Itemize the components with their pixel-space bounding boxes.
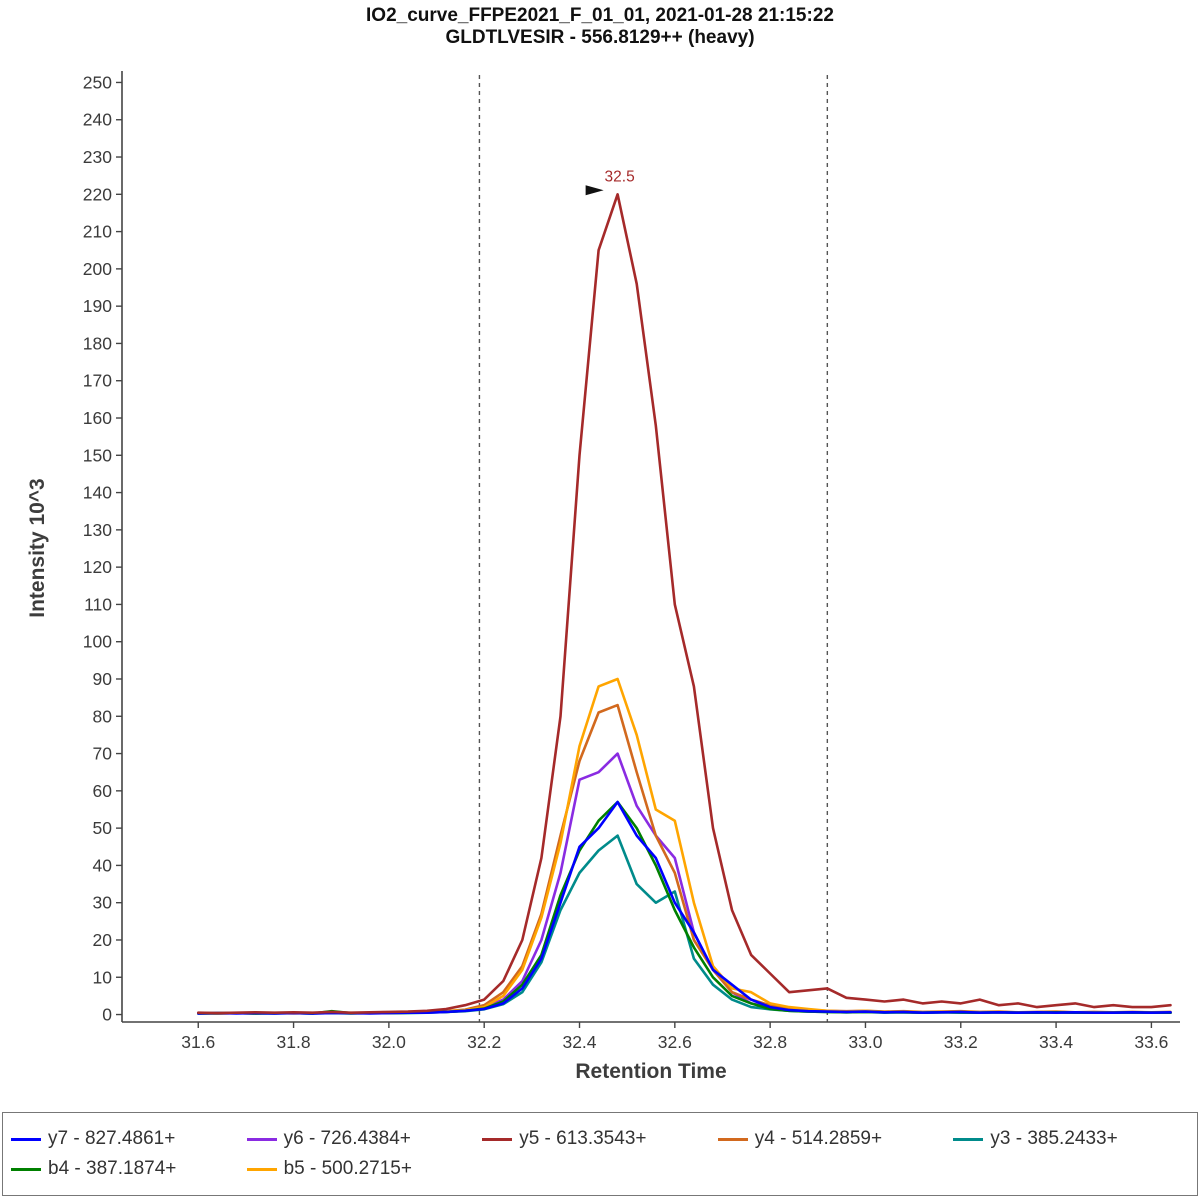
y-tick-label: 150	[83, 445, 112, 465]
peak-annotation[interactable]: 32.5	[605, 168, 635, 185]
x-tick-label: 33.2	[944, 1032, 978, 1052]
x-tick-label: 31.8	[277, 1032, 311, 1052]
x-tick-label: 32.4	[562, 1032, 596, 1052]
chromatogram-plot[interactable]: 0 10 20 30 40 50 60 70 80 90 100 110 120 130 140 150 160…	[0, 0, 1200, 1108]
y-axis-title: Intensity 10^3	[26, 478, 49, 618]
legend-swatch-y6	[246, 1137, 277, 1141]
y-tick-label: 250	[83, 72, 112, 92]
y-tick-label: 20	[93, 930, 113, 950]
legend-label-b5: b5 - 500.2715+	[283, 1158, 412, 1179]
x-tick-label: 32.0	[372, 1032, 406, 1052]
legend-item-y6: y6 - 726.4384+	[246, 1128, 483, 1150]
y-tick-label: 240	[83, 110, 112, 130]
y-tick-label: 80	[93, 706, 113, 726]
legend-item-y7: y7 - 827.4861+	[11, 1128, 247, 1150]
legend-item-b5: b5 - 500.2715+	[246, 1158, 483, 1180]
y-tick-label: 210	[83, 222, 112, 242]
x-tick-label: 32.2	[467, 1032, 501, 1052]
y-tick-label: 50	[93, 818, 113, 838]
legend-swatch-y5	[482, 1137, 513, 1141]
y-tick-label: 230	[83, 147, 112, 167]
y-tick-label: 40	[93, 855, 113, 875]
y-tick-label: 140	[83, 483, 112, 503]
chart-subtitle: GLDTLVESIR - 556.8129++ (heavy)	[445, 27, 755, 48]
legend-label-y7: y7 - 827.4861+	[48, 1128, 176, 1149]
y-tick-label: 220	[83, 184, 112, 204]
legend-label-y4: y4 - 514.2859+	[754, 1128, 883, 1149]
x-tick-label: 31.6	[181, 1032, 215, 1052]
legend-label-y6: y6 - 726.4384+	[283, 1128, 411, 1149]
legend-swatch-y3	[953, 1137, 984, 1141]
x-tick-label: 33.4	[1039, 1032, 1073, 1052]
legend-label-y3: y3 - 385.2433+	[990, 1128, 1118, 1149]
y-tick-label: 10	[93, 967, 113, 987]
y-tick-label: 90	[93, 669, 113, 689]
x-tick-label: 32.8	[753, 1032, 787, 1052]
y-tick-label: 30	[93, 893, 113, 913]
legend-swatch-b5	[246, 1167, 277, 1171]
series-line-b5[interactable]	[197, 677, 1172, 1015]
y-tick-label: 60	[93, 781, 113, 801]
peak-arrow-icon	[585, 185, 604, 196]
series-line-y5[interactable]	[197, 193, 1172, 1015]
y-tick-label: 160	[83, 408, 112, 428]
y-tick-label: 190	[83, 296, 112, 316]
legend-swatch-y7	[11, 1137, 41, 1141]
y-tick-label: 200	[83, 259, 112, 279]
y-tick-label: 0	[102, 1005, 112, 1025]
legend-item-y5: y5 - 613.3543+	[482, 1128, 718, 1150]
x-tick-label: 32.6	[658, 1032, 692, 1052]
x-axis-title: Retention Time	[575, 1060, 727, 1083]
legend-item-b4: b4 - 387.1874+	[11, 1158, 247, 1180]
legend-swatch-b4	[11, 1167, 41, 1171]
y-tick-label: 100	[83, 632, 112, 652]
legend-item-y4: y4 - 514.2859+	[717, 1128, 954, 1150]
legend-swatch-y4	[717, 1137, 748, 1141]
y-tick-label: 170	[83, 371, 112, 391]
y-tick-label: 130	[83, 520, 112, 540]
x-tick-label: 33.0	[848, 1032, 882, 1052]
y-tick-label: 120	[83, 557, 112, 577]
legend-item-y3: y3 - 385.2433+	[953, 1128, 1189, 1150]
x-tick-label: 33.6	[1134, 1032, 1168, 1052]
legend-label-b4: b4 - 387.1874+	[48, 1158, 177, 1179]
series-line-y6[interactable]	[197, 752, 1172, 1015]
y-tick-label: 110	[84, 594, 112, 614]
y-tick-label: 180	[83, 333, 112, 353]
legend: y7 - 827.4861+ y6 - 726.4384+ y5 - 613.354…	[2, 1112, 1198, 1196]
y-tick-label: 70	[93, 744, 113, 764]
chart-title: IO2_curve_FFPE2021_F_01_01, 2021-01-28 2…	[366, 5, 834, 26]
legend-label-y5: y5 - 613.3543+	[519, 1128, 647, 1149]
